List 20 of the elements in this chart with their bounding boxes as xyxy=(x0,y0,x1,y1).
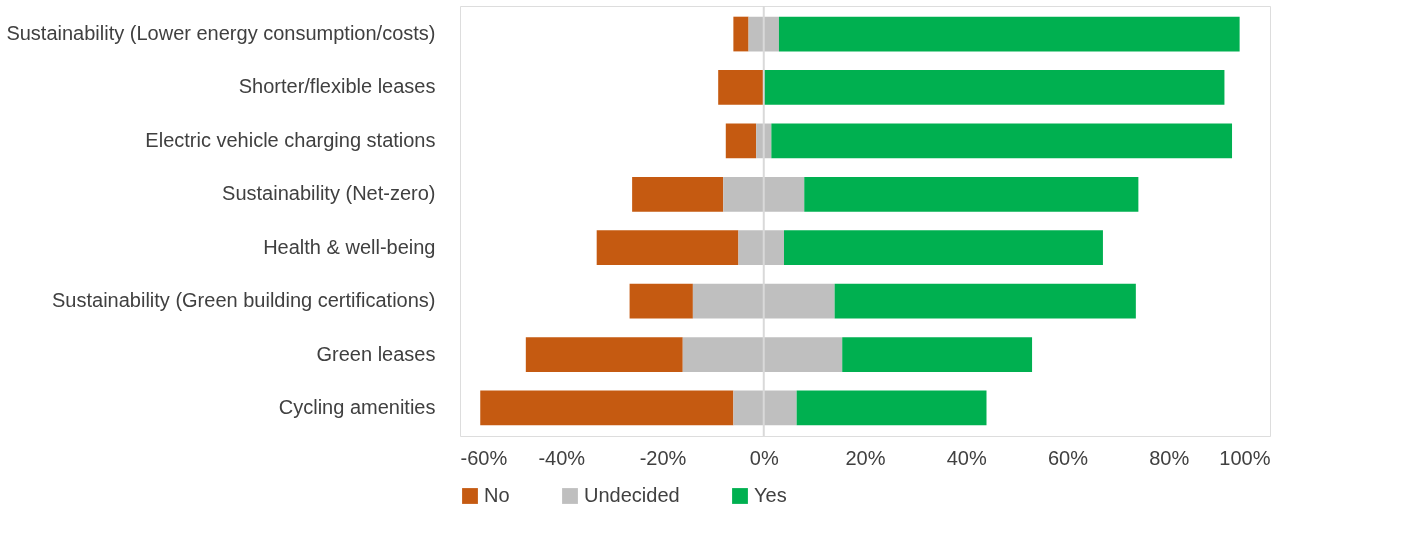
legend-label: Undecided xyxy=(584,484,680,506)
y-tick-label: Sustainability (Lower energy consumption/costs) xyxy=(6,22,436,45)
legend-label: No xyxy=(484,484,510,506)
x-tick-label: 20% xyxy=(845,446,886,469)
y-tick-label: Sustainability (Net-zero) xyxy=(222,182,436,205)
x-tick-label: 40% xyxy=(946,446,987,469)
x-tick-label: 100% xyxy=(1219,446,1271,469)
x-tick-label: -60% xyxy=(460,446,508,469)
legend-label: Yes xyxy=(754,484,787,506)
x-tick-label: 0% xyxy=(749,446,779,469)
y-tick-label: Shorter/flexible leases xyxy=(238,75,436,98)
y-tick-label: Health & well-being xyxy=(263,235,436,258)
x-tick-label: 60% xyxy=(1047,446,1089,469)
x-tick-label: -40% xyxy=(538,446,586,469)
y-tick-label: Cycling amenities xyxy=(278,395,436,418)
x-tick-label: -20% xyxy=(639,446,687,469)
y-tick-label: Electric vehicle charging stations xyxy=(145,128,436,151)
y-tick-label: Sustainability (Green building certifications) xyxy=(51,289,436,312)
y-tick-label: Green leases xyxy=(316,342,436,365)
x-tick-label: 80% xyxy=(1149,446,1190,469)
